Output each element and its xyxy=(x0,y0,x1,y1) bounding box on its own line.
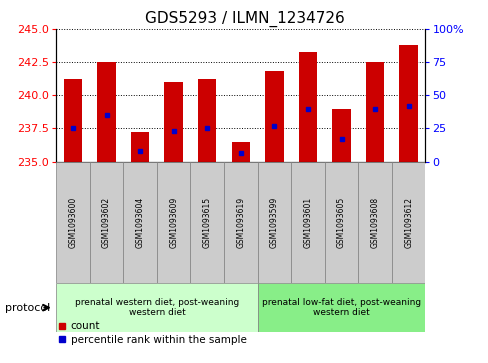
Bar xyxy=(224,162,257,283)
Text: GSM1093600: GSM1093600 xyxy=(68,197,78,248)
Bar xyxy=(97,62,116,162)
Bar xyxy=(332,109,350,162)
Text: protocol: protocol xyxy=(5,303,50,313)
Bar xyxy=(257,162,290,283)
Text: prenatal low-fat diet, post-weaning
western diet: prenatal low-fat diet, post-weaning west… xyxy=(262,298,420,317)
Text: GDS5293 / ILMN_1234726: GDS5293 / ILMN_1234726 xyxy=(144,11,344,27)
Bar xyxy=(324,162,358,283)
Bar xyxy=(123,162,157,283)
Bar xyxy=(358,162,391,283)
Text: prenatal western diet, post-weaning
western diet: prenatal western diet, post-weaning west… xyxy=(75,298,239,317)
Legend: count, percentile rank within the sample: count, percentile rank within the sample xyxy=(54,317,250,349)
Bar xyxy=(391,162,425,283)
Bar xyxy=(90,162,123,283)
Bar xyxy=(164,82,183,162)
Bar xyxy=(231,142,249,162)
Text: GSM1093602: GSM1093602 xyxy=(102,197,111,248)
Bar xyxy=(56,162,90,283)
Bar xyxy=(56,283,257,332)
Text: GSM1093599: GSM1093599 xyxy=(269,197,278,248)
Text: GSM1093604: GSM1093604 xyxy=(135,197,144,248)
Text: GSM1093615: GSM1093615 xyxy=(203,197,211,248)
Bar xyxy=(63,79,82,162)
Text: GSM1093605: GSM1093605 xyxy=(336,197,346,248)
Text: GSM1093619: GSM1093619 xyxy=(236,197,245,248)
Text: GSM1093612: GSM1093612 xyxy=(403,197,412,248)
Text: GSM1093609: GSM1093609 xyxy=(169,197,178,248)
Bar xyxy=(365,62,384,162)
Bar xyxy=(399,45,417,162)
Bar xyxy=(298,52,317,162)
Bar xyxy=(290,162,324,283)
Bar xyxy=(198,79,216,162)
Bar xyxy=(131,132,149,162)
Text: GSM1093601: GSM1093601 xyxy=(303,197,312,248)
Bar xyxy=(157,162,190,283)
Bar xyxy=(257,283,425,332)
Bar xyxy=(264,72,283,162)
Bar xyxy=(190,162,224,283)
Text: GSM1093608: GSM1093608 xyxy=(370,197,379,248)
